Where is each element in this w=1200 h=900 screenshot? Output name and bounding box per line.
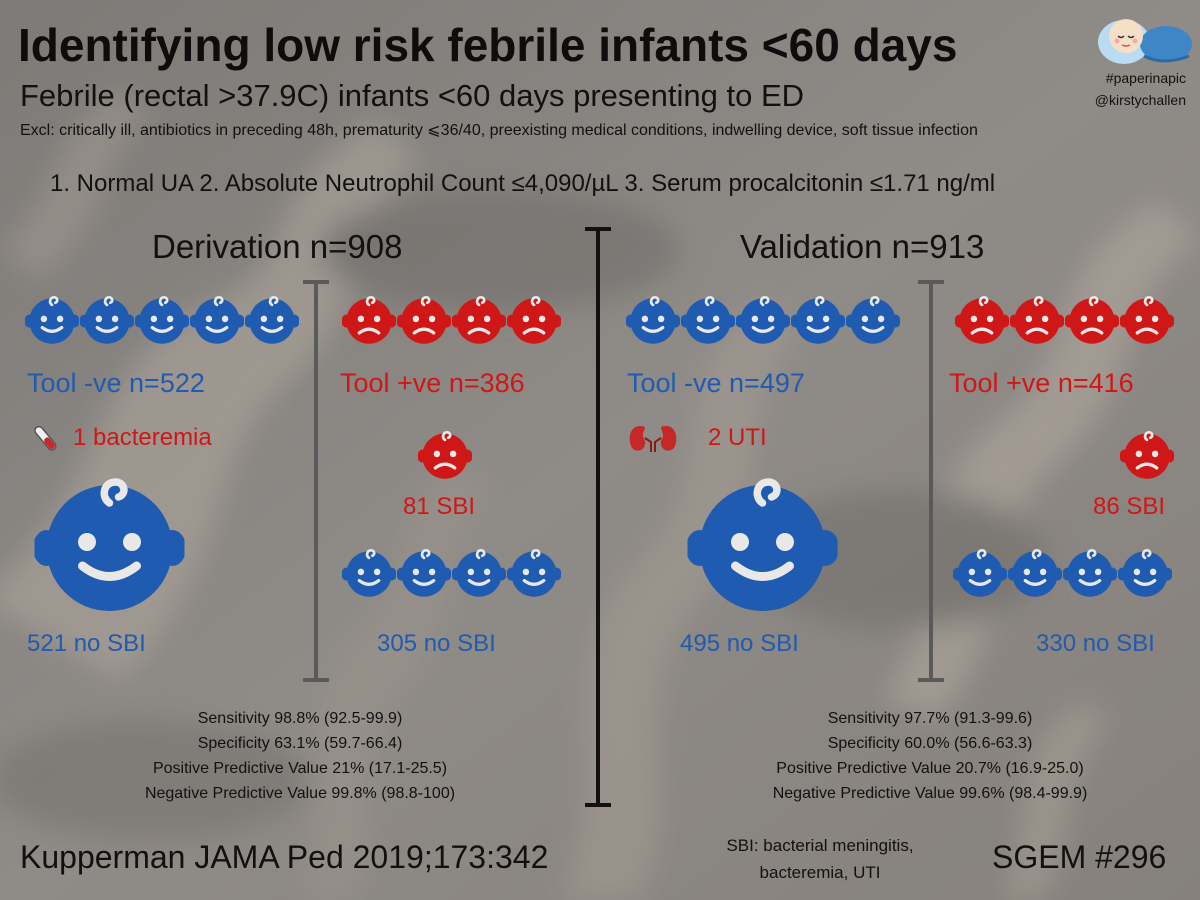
happy-baby-icon xyxy=(342,546,396,600)
author-handle: @kirstychallen xyxy=(1094,92,1186,108)
happy-baby-icon xyxy=(507,546,561,600)
happy-baby-icon xyxy=(681,293,735,347)
center-divider xyxy=(596,229,600,805)
validation-neg-no-sbi: 495 no SBI xyxy=(680,630,799,657)
validation-pos-no-sbi-faces xyxy=(953,546,1172,600)
happy-baby-icon xyxy=(190,293,244,347)
derivation-sensitivity: Sensitivity 98.8% (92.5-99.9) xyxy=(197,710,403,727)
derivation-neg-label: Tool -ve n=522 xyxy=(27,368,205,398)
center-divider-cap-top xyxy=(585,227,611,231)
validation-neg-label: Tool -ve n=497 xyxy=(627,368,805,398)
happy-baby-icon xyxy=(791,293,845,347)
validation-pos-label: Tool +ve n=416 xyxy=(949,368,1134,398)
happy-baby-icon xyxy=(25,293,79,347)
sad-baby-icon xyxy=(955,293,1009,347)
validation-neg-faces xyxy=(626,293,900,347)
center-divider-cap-bottom xyxy=(585,803,611,807)
sleeping-baby-icon xyxy=(1098,19,1192,64)
happy-baby-icon xyxy=(626,293,680,347)
validation-divider-cap-bottom xyxy=(918,678,944,682)
validation-pos-faces xyxy=(955,293,1174,347)
derivation-divider-cap-top xyxy=(303,280,329,284)
large-happy-baby-icon xyxy=(27,470,192,620)
happy-baby-icon xyxy=(1118,546,1172,600)
validation-ppv: Positive Predictive Value 20.7% (16.9-25… xyxy=(776,760,1084,777)
validation-specificity: Specificity 60.0% (56.6-63.3) xyxy=(827,735,1033,752)
happy-baby-icon xyxy=(397,546,451,600)
large-happy-baby-icon xyxy=(680,470,845,620)
kidneys-icon xyxy=(629,426,677,452)
test-tube-icon xyxy=(34,425,57,451)
happy-baby-icon xyxy=(245,293,299,347)
derivation-pos-sbi: 81 SBI xyxy=(403,493,476,520)
sad-baby-icon xyxy=(1065,293,1119,347)
happy-baby-icon xyxy=(1008,546,1062,600)
sad-baby-icon xyxy=(1010,293,1064,347)
derivation-stats: Sensitivity 98.8% (92.5-99.9) Specificit… xyxy=(60,706,540,806)
sad-baby-icon xyxy=(452,293,506,347)
validation-pos-no-sbi: 330 no SBI xyxy=(1036,630,1155,657)
derivation-ppv: Positive Predictive Value 21% (17.1-25.5… xyxy=(152,760,448,777)
happy-baby-icon xyxy=(953,546,1007,600)
exclusion-criteria: Excl: critically ill, antibiotics in pre… xyxy=(20,122,978,139)
rule-criteria: 1. Normal UA 2. Absolute Neutrophil Coun… xyxy=(50,170,996,197)
derivation-divider-cap-bottom xyxy=(303,678,329,682)
derivation-neg-event: 1 bacteremia xyxy=(73,424,212,451)
validation-pos-sbi: 86 SBI xyxy=(1093,493,1166,520)
sad-baby-icon xyxy=(1120,293,1174,347)
happy-baby-icon xyxy=(846,293,900,347)
derivation-neg-faces xyxy=(25,293,299,347)
citation: Kupperman JAMA Ped 2019;173:342 xyxy=(20,839,549,875)
sad-baby-icon xyxy=(418,428,472,482)
derivation-pos-no-sbi-faces xyxy=(342,546,561,600)
happy-baby-icon xyxy=(135,293,189,347)
derivation-pos-label: Tool +ve n=386 xyxy=(340,368,525,398)
validation-stats: Sensitivity 97.7% (91.3-99.6) Specificit… xyxy=(690,706,1170,806)
sad-baby-icon xyxy=(342,293,396,347)
derivation-specificity: Specificity 63.1% (59.7-66.4) xyxy=(197,735,403,752)
sbi-definition: SBI: bacterial meningitis, bacteremia, U… xyxy=(700,832,940,886)
hashtag: #paperinapic xyxy=(1105,70,1186,86)
page-title: Identifying low risk febrile infants <60… xyxy=(18,19,958,71)
sbi-definition-line2: bacteremia, UTI xyxy=(759,863,881,882)
episode-number: SGEM #296 xyxy=(992,839,1167,875)
sbi-definition-line1: SBI: bacterial meningitis, xyxy=(726,836,914,855)
validation-npv: Negative Predictive Value 99.6% (98.4-99… xyxy=(772,785,1088,802)
validation-divider-cap-top xyxy=(918,280,944,284)
derivation-heading: Derivation n=908 xyxy=(152,228,403,265)
derivation-neg-no-sbi: 521 no SBI xyxy=(27,630,146,657)
happy-baby-icon xyxy=(452,546,506,600)
sad-baby-icon xyxy=(507,293,561,347)
sad-baby-icon xyxy=(397,293,451,347)
sad-baby-icon xyxy=(1120,428,1174,482)
validation-heading: Validation n=913 xyxy=(740,228,985,265)
validation-neg-event: 2 UTI xyxy=(708,424,767,451)
happy-baby-icon xyxy=(80,293,134,347)
validation-sensitivity: Sensitivity 97.7% (91.3-99.6) xyxy=(827,710,1033,727)
derivation-pos-faces xyxy=(342,293,561,347)
derivation-pos-no-sbi: 305 no SBI xyxy=(377,630,496,657)
subtitle: Febrile (rectal >37.9C) infants <60 days… xyxy=(20,78,805,113)
derivation-divider xyxy=(314,282,318,680)
derivation-npv: Negative Predictive Value 99.8% (98.8-10… xyxy=(144,785,456,802)
happy-baby-icon xyxy=(1063,546,1117,600)
happy-baby-icon xyxy=(736,293,790,347)
validation-divider xyxy=(929,282,933,680)
